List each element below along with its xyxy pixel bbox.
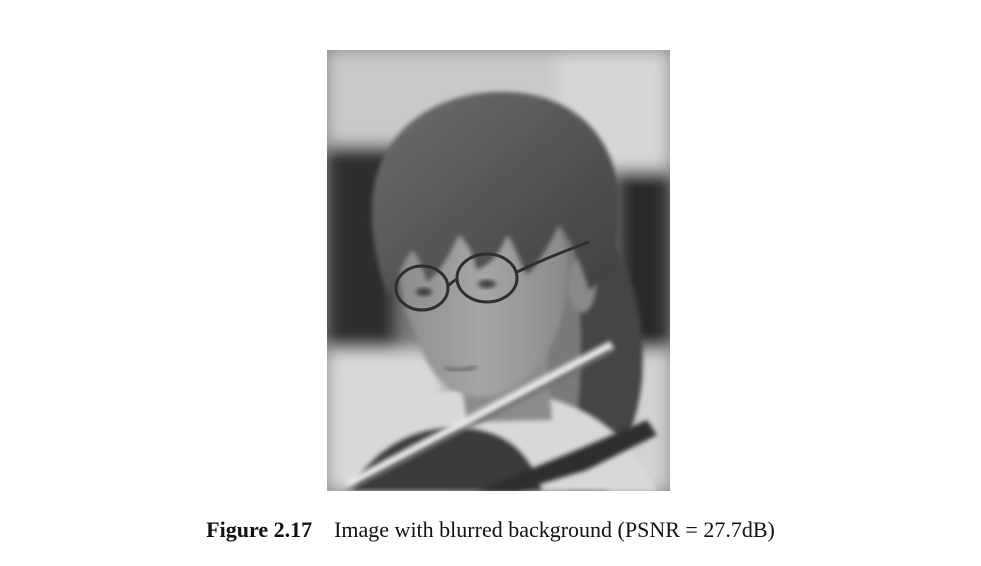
violin-bow-stick [346, 349, 613, 491]
figure-label: Figure 2.17 [206, 517, 313, 542]
grayscale-portrait-image [327, 50, 670, 491]
glasses [394, 240, 590, 312]
violin-body [352, 427, 542, 491]
left-eye [416, 288, 432, 296]
figure-caption: Figure 2.17 Image with blurred background… [0, 517, 981, 543]
right-eye [478, 280, 496, 288]
violin-neck [477, 420, 657, 491]
hair [372, 91, 620, 295]
violin-bow [344, 341, 615, 489]
mouth [444, 364, 478, 372]
figure-caption-text: Image with blurred background (PSNR = 27… [334, 517, 775, 542]
figure-photo [327, 50, 670, 491]
